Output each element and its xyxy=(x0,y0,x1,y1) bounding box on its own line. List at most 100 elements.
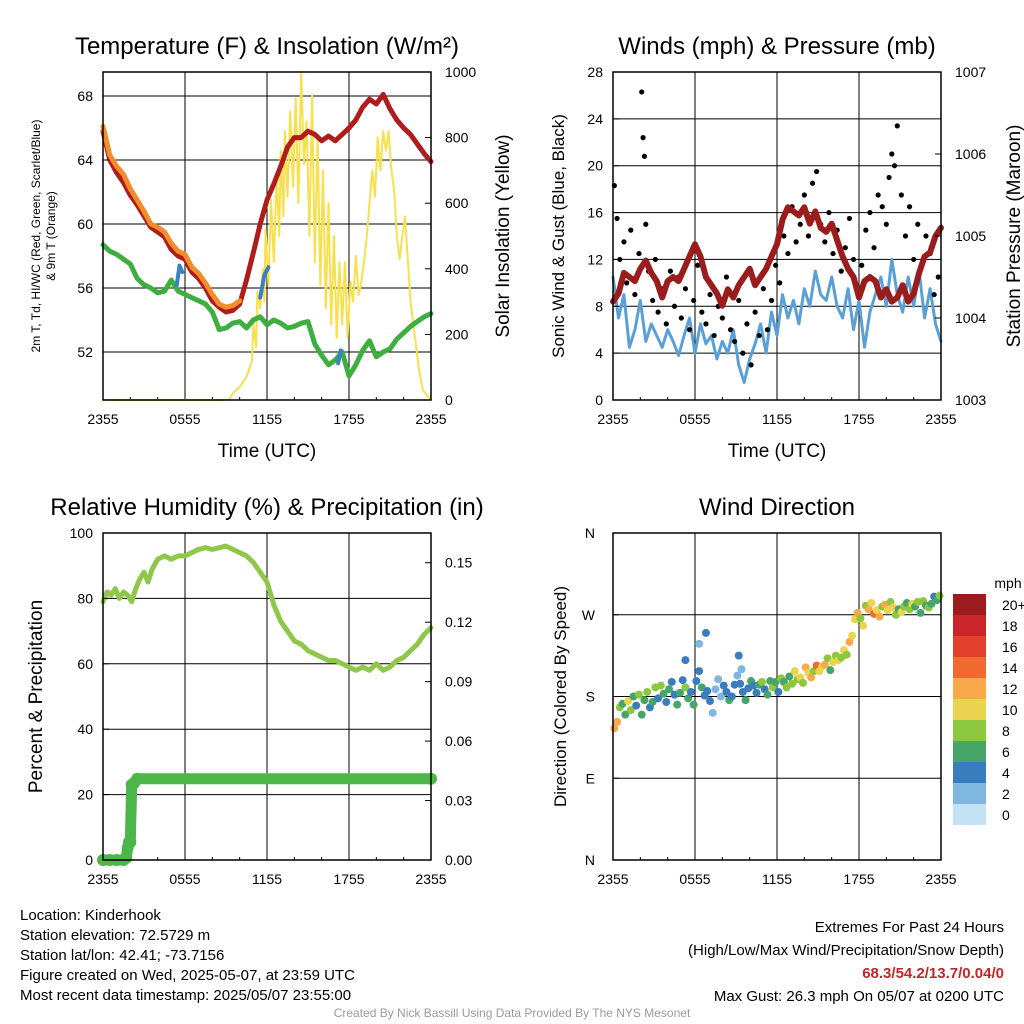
plot-frame xyxy=(102,71,432,401)
pressure-line xyxy=(610,204,944,309)
y-tick-label: 0 xyxy=(85,852,93,868)
nine_m_temp-line xyxy=(100,123,243,310)
direction-point xyxy=(935,591,944,600)
gust-point xyxy=(863,227,869,233)
gust-point xyxy=(793,239,799,245)
direction-point xyxy=(640,696,649,705)
gust-point xyxy=(711,332,717,339)
y-tick-label: 4 xyxy=(595,345,603,361)
x-tick-label: 2355 xyxy=(925,411,956,427)
legend-label: 10 xyxy=(1002,702,1018,718)
direction-point xyxy=(763,690,772,699)
gust-point xyxy=(809,180,816,186)
credit-text: Created By Nick Bassill Using Data Provi… xyxy=(333,1006,691,1020)
gust-point xyxy=(621,239,627,245)
gust-point xyxy=(727,327,734,333)
y2-tick-label: 0.09 xyxy=(445,674,472,690)
gust-point xyxy=(756,332,762,339)
legend-swatch xyxy=(953,594,986,615)
x-tick-label: 1755 xyxy=(333,871,364,887)
plot-frame xyxy=(612,532,942,861)
gust-point xyxy=(624,280,630,286)
y-tick-label: 0 xyxy=(595,392,603,408)
y-tick-label: 60 xyxy=(77,656,93,672)
direction-point xyxy=(692,677,701,686)
gust-point xyxy=(826,209,832,216)
direction-point xyxy=(659,689,668,698)
gust-point xyxy=(889,151,895,157)
gust-point xyxy=(695,262,701,268)
legend-label: 12 xyxy=(1002,681,1018,697)
gust-point xyxy=(801,192,807,198)
legend-label: 18 xyxy=(1002,618,1018,634)
y-axis-label: Sonic Wind & Gust (Blue, Black) xyxy=(549,114,568,358)
gust-point xyxy=(898,192,904,198)
direction-point xyxy=(752,688,761,697)
gust-point xyxy=(699,309,705,315)
gust-point xyxy=(641,153,648,159)
direction-point xyxy=(859,621,868,630)
y2-tick-label: 0.00 xyxy=(445,852,472,868)
y2-tick-label: 0.15 xyxy=(445,555,472,571)
y2-axis-label: Solar Insolation (Yellow) xyxy=(493,134,514,337)
legend-label: 6 xyxy=(1002,744,1010,760)
dewpoint-line xyxy=(100,242,434,379)
gust-point xyxy=(915,221,921,227)
gust-point xyxy=(838,268,844,274)
chart-rh: 2355 0555 1155 1755 2355 Relative Humidity (%… xyxy=(26,494,484,887)
gust-point xyxy=(911,256,917,263)
gust-point xyxy=(636,250,642,257)
y-tick-label: 8 xyxy=(595,298,603,314)
direction-point xyxy=(703,687,712,696)
x-tick-label: 1755 xyxy=(843,871,874,887)
y-tick-label: 100 xyxy=(70,525,94,541)
direction-point xyxy=(701,628,710,637)
direction-point xyxy=(727,692,736,701)
legend-label: 4 xyxy=(1002,765,1010,781)
x-tick-label: 1155 xyxy=(252,871,282,887)
y-tick-label: 16 xyxy=(587,205,603,221)
direction-point xyxy=(665,685,674,694)
direction-point xyxy=(656,681,665,690)
direction-point xyxy=(741,696,750,705)
precipitation-point xyxy=(131,772,144,785)
recent-text: Most recent data timestamp: 2025/05/07 2… xyxy=(20,987,352,1004)
y-axis-label-line2: & 9m T (Orange) xyxy=(44,191,58,281)
chart-wdir: 2355 0555 1155 1755 2355 Wind Direction N E S W N D… xyxy=(551,494,1024,887)
direction-point xyxy=(675,688,684,697)
direction-point xyxy=(734,651,743,660)
gust-point xyxy=(643,221,649,227)
gust-point xyxy=(632,291,638,298)
windchill_blue-line xyxy=(336,348,343,366)
direction-point xyxy=(667,677,676,686)
x-tick-label: 2355 xyxy=(87,871,118,887)
gust-point xyxy=(652,256,658,263)
y-tick-label: 28 xyxy=(587,64,603,80)
direction-point xyxy=(634,690,643,699)
direction-point xyxy=(856,614,865,623)
direction-point xyxy=(716,692,725,701)
gust-point xyxy=(785,250,791,257)
legend-label: 20+ xyxy=(1002,597,1024,613)
chart-title: Relative Humidity (%) & Precipitation (i… xyxy=(50,494,483,521)
legend-label: 8 xyxy=(1002,723,1010,739)
gust-point xyxy=(768,297,775,304)
plot-frame xyxy=(102,532,432,861)
legend-swatch xyxy=(953,741,986,762)
gust-point xyxy=(859,262,865,268)
gust-point xyxy=(822,239,828,245)
direction-point xyxy=(875,612,884,621)
legend-swatch xyxy=(953,720,986,741)
direction-point xyxy=(722,687,731,696)
gust-point xyxy=(906,204,913,210)
y2-axis-label: Station Pressure (Maroon) xyxy=(1004,125,1024,348)
gust-point xyxy=(678,315,684,321)
gust-point xyxy=(777,280,783,286)
y-tick-label: S xyxy=(586,689,595,705)
y-tick-label: 60 xyxy=(77,216,93,232)
gust-point xyxy=(814,168,820,175)
y2-tick-label: 1007 xyxy=(955,64,986,80)
x-tick-label: 2355 xyxy=(415,411,446,427)
y-tick-label: 64 xyxy=(77,152,93,168)
